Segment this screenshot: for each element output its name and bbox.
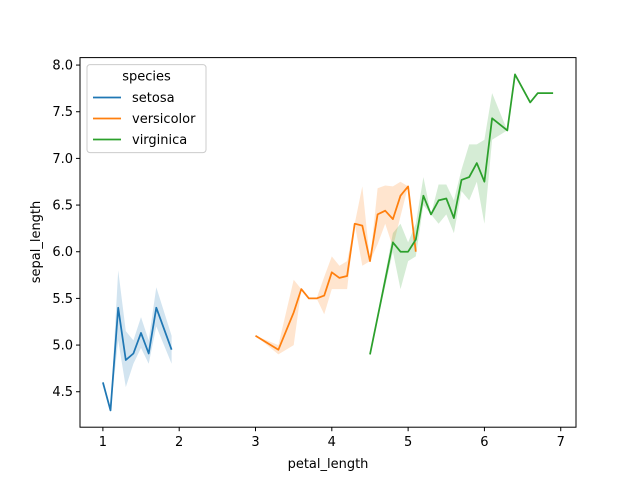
x-axis-label: petal_length: [288, 457, 369, 472]
y-tick-label: 8.0: [52, 59, 73, 74]
y-tick-label: 4.5: [52, 385, 73, 400]
ci-band-setosa: [102, 270, 172, 411]
x-tick-label: 6: [480, 435, 488, 450]
x-axis: 1 2 3 4 5 6 7: [99, 427, 565, 450]
y-tick-label: 5.0: [52, 339, 73, 354]
y-axis: 4.5 5.0 5.5 6.0 6.5 7.0 7.5 8.0: [52, 59, 80, 400]
legend-label-versicolor: versicolor: [132, 112, 196, 127]
ci-band-versicolor: [255, 181, 416, 355]
x-tick-label: 4: [328, 435, 336, 450]
x-tick-label: 5: [404, 435, 412, 450]
x-tick-label: 7: [557, 435, 565, 450]
x-tick-label: 1: [99, 435, 107, 450]
y-axis-label: sepal_length: [29, 201, 44, 284]
legend-frame: [86, 64, 207, 154]
legend-label-setosa: setosa: [132, 91, 175, 106]
series-line-virginica: [369, 73, 554, 355]
legend-label-virginica: virginica: [132, 133, 187, 148]
y-tick-label: 6.0: [52, 245, 73, 260]
legend: species setosa versicolor virginica: [86, 64, 207, 154]
series-line-setosa: [102, 306, 173, 412]
y-tick-label: 5.5: [52, 292, 73, 307]
plot-frame: [79, 57, 577, 428]
y-tick-label: 6.5: [52, 199, 73, 214]
y-tick-label: 7.5: [52, 105, 73, 120]
y-tick-label: 7.0: [52, 152, 73, 167]
legend-title: species: [122, 70, 171, 85]
series-line-versicolor: [255, 185, 417, 351]
series-lines: [102, 73, 554, 412]
x-tick-label: 3: [251, 435, 259, 450]
x-tick-label: 2: [175, 435, 183, 450]
